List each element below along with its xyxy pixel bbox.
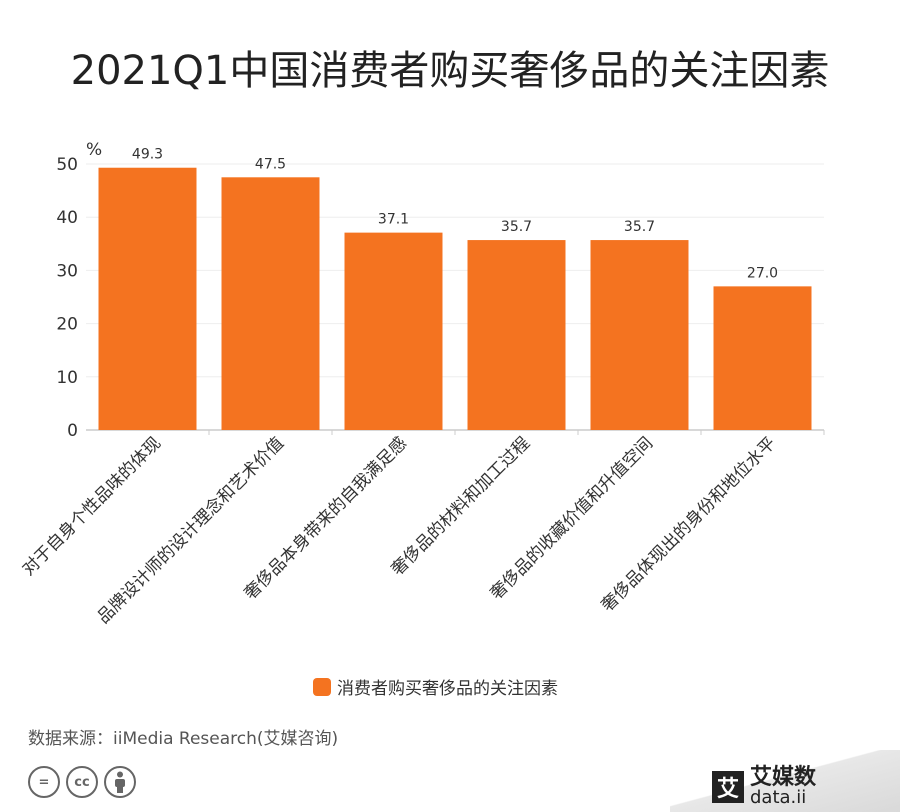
y-tick-label: 20 bbox=[56, 315, 78, 335]
legend-swatch bbox=[313, 677, 331, 696]
brand-url: data.ii bbox=[750, 787, 807, 809]
bar bbox=[467, 240, 566, 430]
brand-name: 艾媒数 bbox=[750, 765, 817, 790]
page-corner bbox=[670, 750, 900, 812]
brand-logo: 艾 艾媒数 data.ii bbox=[712, 766, 816, 808]
y-tick-label: 40 bbox=[56, 208, 78, 228]
bar bbox=[344, 232, 443, 430]
bar bbox=[713, 286, 812, 430]
y-tick-label: 50 bbox=[56, 155, 78, 175]
bar bbox=[221, 177, 320, 430]
license-icons: = cc bbox=[28, 766, 136, 798]
no-derivatives-icon: = bbox=[28, 766, 60, 798]
data-label: 47.5 bbox=[255, 156, 286, 172]
x-tick-label: 奢侈品的材料和加工过程 bbox=[388, 433, 534, 579]
bar bbox=[590, 240, 689, 430]
y-tick-label: 10 bbox=[56, 368, 78, 388]
data-label: 35.7 bbox=[501, 219, 532, 235]
creative-commons-icon: cc bbox=[66, 766, 98, 798]
y-unit-label: % bbox=[86, 140, 102, 160]
y-tick-label: 0 bbox=[67, 421, 78, 441]
y-tick-label: 30 bbox=[56, 261, 78, 281]
source-note: 数据来源：iiMedia Research(艾媒咨询) bbox=[28, 729, 339, 749]
legend[interactable]: 消费者购买奢侈品的关注因素 bbox=[313, 674, 558, 699]
data-label: 37.1 bbox=[378, 212, 409, 228]
data-label: 49.3 bbox=[132, 147, 163, 163]
x-tick-label: 对于自身个性品味的体现 bbox=[19, 433, 165, 579]
legend-label: 消费者购买奢侈品的关注因素 bbox=[337, 679, 558, 699]
data-label: 27.0 bbox=[747, 265, 778, 281]
attribution-icon bbox=[104, 766, 136, 798]
bar bbox=[98, 167, 197, 430]
data-label: 35.7 bbox=[624, 219, 655, 235]
chart-title: 2021Q1中国消费者购买奢侈品的关注因素 bbox=[70, 48, 830, 94]
brand-logo-mark: 艾 bbox=[712, 770, 744, 803]
